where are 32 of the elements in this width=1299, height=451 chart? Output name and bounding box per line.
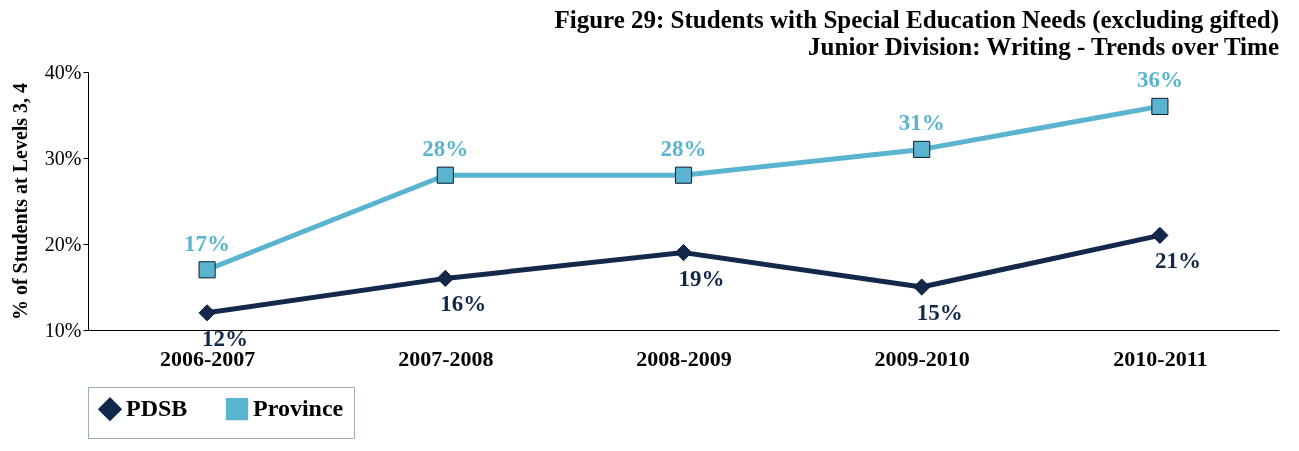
text: Figure 29: Students with Special Education Needs (excluding gifted) bbox=[554, 6, 1279, 33]
data-label: 15% bbox=[916, 300, 963, 325]
y-axis-title: % of Students at Levels 3, 4 bbox=[8, 82, 31, 321]
data-label: 17% bbox=[184, 230, 231, 256]
x-tick-label: 2008-2009 bbox=[636, 345, 732, 371]
point bbox=[674, 166, 693, 184]
point bbox=[674, 244, 693, 262]
data-label: 36% bbox=[1136, 67, 1183, 93]
x-tick-label: 2007-2008 bbox=[398, 345, 494, 371]
data-label: 19% bbox=[678, 265, 725, 291]
data-label: 28% bbox=[422, 136, 469, 162]
text: Junior Division: Writing - Trends over Time bbox=[808, 33, 1279, 60]
y-tick-label: 10% bbox=[44, 318, 82, 341]
point bbox=[913, 278, 931, 296]
point bbox=[1151, 97, 1169, 115]
x-tick-label: 2009-2010 bbox=[874, 345, 970, 371]
point bbox=[198, 261, 216, 279]
y-tick-label: 20% bbox=[44, 232, 82, 255]
data-label: 21% bbox=[1154, 248, 1201, 274]
point bbox=[913, 140, 931, 158]
data-label: 16% bbox=[440, 291, 487, 317]
y-tick-label: 40% bbox=[44, 60, 82, 83]
legend-label: Province bbox=[253, 395, 344, 422]
point bbox=[436, 269, 454, 287]
point bbox=[198, 304, 216, 322]
point bbox=[1151, 226, 1169, 244]
y-tick-label: 30% bbox=[44, 146, 82, 169]
data-label: 31% bbox=[898, 110, 945, 136]
data-label: 28% bbox=[660, 136, 707, 162]
legend-label: PDSB bbox=[126, 395, 188, 422]
point bbox=[436, 166, 454, 184]
x-tick-label: 2010-2011 bbox=[1113, 345, 1208, 371]
